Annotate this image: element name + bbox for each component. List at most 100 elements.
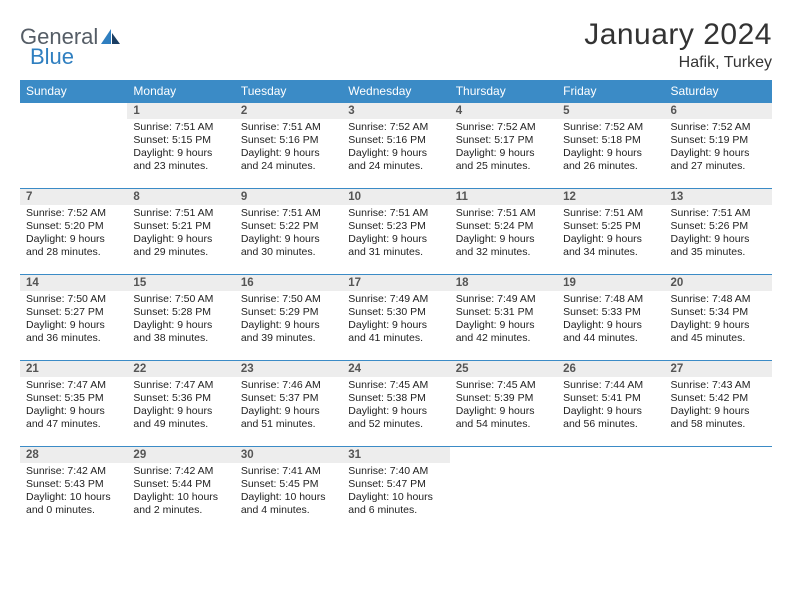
sunrise-text: Sunrise: 7:51 AM	[563, 207, 658, 220]
sunset-text: Sunset: 5:24 PM	[456, 220, 551, 233]
day-details: Sunrise: 7:44 AMSunset: 5:41 PMDaylight:…	[557, 377, 664, 436]
sunrise-text: Sunrise: 7:51 AM	[456, 207, 551, 220]
calendar-cell: 17Sunrise: 7:49 AMSunset: 5:30 PMDayligh…	[342, 275, 449, 361]
daylight-line1: Daylight: 9 hours	[26, 405, 121, 418]
sunset-text: Sunset: 5:21 PM	[133, 220, 228, 233]
daylight-line2: and 42 minutes.	[456, 332, 551, 345]
day-details: Sunrise: 7:42 AMSunset: 5:44 PMDaylight:…	[127, 463, 234, 522]
day-details: Sunrise: 7:47 AMSunset: 5:36 PMDaylight:…	[127, 377, 234, 436]
day-number: 9	[235, 189, 342, 205]
day-number: 24	[342, 361, 449, 377]
calendar-cell: 1Sunrise: 7:51 AMSunset: 5:15 PMDaylight…	[127, 103, 234, 189]
day-details: Sunrise: 7:51 AMSunset: 5:25 PMDaylight:…	[557, 205, 664, 264]
day-details: Sunrise: 7:45 AMSunset: 5:38 PMDaylight:…	[342, 377, 449, 436]
calendar-table: Sunday Monday Tuesday Wednesday Thursday…	[20, 80, 772, 533]
daylight-line1: Daylight: 9 hours	[563, 319, 658, 332]
calendar-cell: 3Sunrise: 7:52 AMSunset: 5:16 PMDaylight…	[342, 103, 449, 189]
daylight-line2: and 38 minutes.	[133, 332, 228, 345]
sunrise-text: Sunrise: 7:50 AM	[133, 293, 228, 306]
calendar-cell: 21Sunrise: 7:47 AMSunset: 5:35 PMDayligh…	[20, 361, 127, 447]
day-number: 15	[127, 275, 234, 291]
daylight-line1: Daylight: 9 hours	[671, 233, 766, 246]
weekday-header: Tuesday	[235, 80, 342, 103]
brand-word2: Blue	[30, 44, 74, 70]
sunset-text: Sunset: 5:45 PM	[241, 478, 336, 491]
sunrise-text: Sunrise: 7:46 AM	[241, 379, 336, 392]
day-number: 26	[557, 361, 664, 377]
daylight-line2: and 54 minutes.	[456, 418, 551, 431]
calendar-week-row: 1 Sunrise: 7:51 AM Sunset: 5:15 PM Daylight…	[20, 103, 772, 189]
daylight-line1: Daylight: 9 hours	[563, 147, 658, 160]
sunset-text: Sunset: 5:18 PM	[563, 134, 658, 147]
sunrise-text: Sunrise: 7:49 AM	[456, 293, 551, 306]
title-block: January 2024 Hafik, Turkey	[584, 18, 772, 72]
daylight-line2: and 26 minutes.	[563, 160, 658, 173]
daylight-line1: Daylight: 9 hours	[671, 147, 766, 160]
calendar-week-row: 7Sunrise: 7:52 AMSunset: 5:20 PMDaylight…	[20, 189, 772, 275]
daylight-line1: Daylight: 9 hours	[671, 405, 766, 418]
calendar-cell: 24Sunrise: 7:45 AMSunset: 5:38 PMDayligh…	[342, 361, 449, 447]
daylight-line1: Daylight: 9 hours	[26, 319, 121, 332]
sunrise-text: Sunrise: 7:44 AM	[563, 379, 658, 392]
page-subtitle: Hafik, Turkey	[584, 54, 772, 72]
sunset-text: Sunset: 5:16 PM	[241, 134, 336, 147]
sunset-text: Sunset: 5:15 PM	[133, 134, 228, 147]
day-number: 14	[20, 275, 127, 291]
daylight-line2: and 29 minutes.	[133, 246, 228, 259]
day-details: Sunrise: 7:48 AMSunset: 5:33 PMDaylight:…	[557, 291, 664, 350]
day-number: 16	[235, 275, 342, 291]
sunrise-text: Sunrise: 7:40 AM	[348, 465, 443, 478]
sunset-text: Sunset: 5:19 PM	[671, 134, 766, 147]
daylight-line1: Daylight: 9 hours	[348, 147, 443, 160]
daylight-line1: Daylight: 10 hours	[26, 491, 121, 504]
daylight-line1: Daylight: 10 hours	[133, 491, 228, 504]
day-details: Sunrise: 7:51 AMSunset: 5:23 PMDaylight:…	[342, 205, 449, 264]
sunrise-text: Sunrise: 7:52 AM	[26, 207, 121, 220]
daylight-line1: Daylight: 9 hours	[241, 405, 336, 418]
day-details: Sunrise: 7:47 AMSunset: 5:35 PMDaylight:…	[20, 377, 127, 436]
day-number: 30	[235, 447, 342, 463]
day-number: 29	[127, 447, 234, 463]
day-number: 4	[450, 103, 557, 119]
day-number: 1	[127, 103, 234, 119]
day-details: Sunrise: 7:46 AMSunset: 5:37 PMDaylight:…	[235, 377, 342, 436]
daylight-line2: and 51 minutes.	[241, 418, 336, 431]
daylight-line2: and 24 minutes.	[241, 160, 336, 173]
sunset-text: Sunset: 5:20 PM	[26, 220, 121, 233]
sunrise-text: Sunrise: 7:45 AM	[348, 379, 443, 392]
day-number: 28	[20, 447, 127, 463]
sunset-text: Sunset: 5:30 PM	[348, 306, 443, 319]
sunrise-text: Sunrise: 7:51 AM	[133, 207, 228, 220]
daylight-line1: Daylight: 9 hours	[348, 405, 443, 418]
calendar-cell: 16Sunrise: 7:50 AMSunset: 5:29 PMDayligh…	[235, 275, 342, 361]
sunset-text: Sunset: 5:29 PM	[241, 306, 336, 319]
sunrise-text: Sunrise: 7:42 AM	[26, 465, 121, 478]
daylight-line2: and 30 minutes.	[241, 246, 336, 259]
daylight-line2: and 23 minutes.	[133, 160, 228, 173]
sunset-text: Sunset: 5:34 PM	[671, 306, 766, 319]
daylight-line2: and 58 minutes.	[671, 418, 766, 431]
sunrise-text: Sunrise: 7:51 AM	[348, 207, 443, 220]
daylight-line2: and 27 minutes.	[671, 160, 766, 173]
sunrise-text: Sunrise: 7:51 AM	[241, 207, 336, 220]
sunset-text: Sunset: 5:36 PM	[133, 392, 228, 405]
calendar-cell: 10Sunrise: 7:51 AMSunset: 5:23 PMDayligh…	[342, 189, 449, 275]
day-number: 2	[235, 103, 342, 119]
day-number: 3	[342, 103, 449, 119]
day-details: Sunrise: 7:52 AMSunset: 5:20 PMDaylight:…	[20, 205, 127, 264]
sunset-text: Sunset: 5:28 PM	[133, 306, 228, 319]
day-number: 27	[665, 361, 772, 377]
sunset-text: Sunset: 5:23 PM	[348, 220, 443, 233]
daylight-line2: and 34 minutes.	[563, 246, 658, 259]
day-number: 31	[342, 447, 449, 463]
daylight-line1: Daylight: 9 hours	[348, 233, 443, 246]
weekday-header: Friday	[557, 80, 664, 103]
page: General January 2024 Hafik, Turkey Blue …	[0, 0, 792, 543]
sunrise-text: Sunrise: 7:52 AM	[456, 121, 551, 134]
daylight-line2: and 4 minutes.	[241, 504, 336, 517]
sunrise-text: Sunrise: 7:51 AM	[241, 121, 336, 134]
sunrise-text: Sunrise: 7:41 AM	[241, 465, 336, 478]
calendar-week-row: 28Sunrise: 7:42 AMSunset: 5:43 PMDayligh…	[20, 447, 772, 533]
sunrise-text: Sunrise: 7:47 AM	[133, 379, 228, 392]
sunset-text: Sunset: 5:17 PM	[456, 134, 551, 147]
